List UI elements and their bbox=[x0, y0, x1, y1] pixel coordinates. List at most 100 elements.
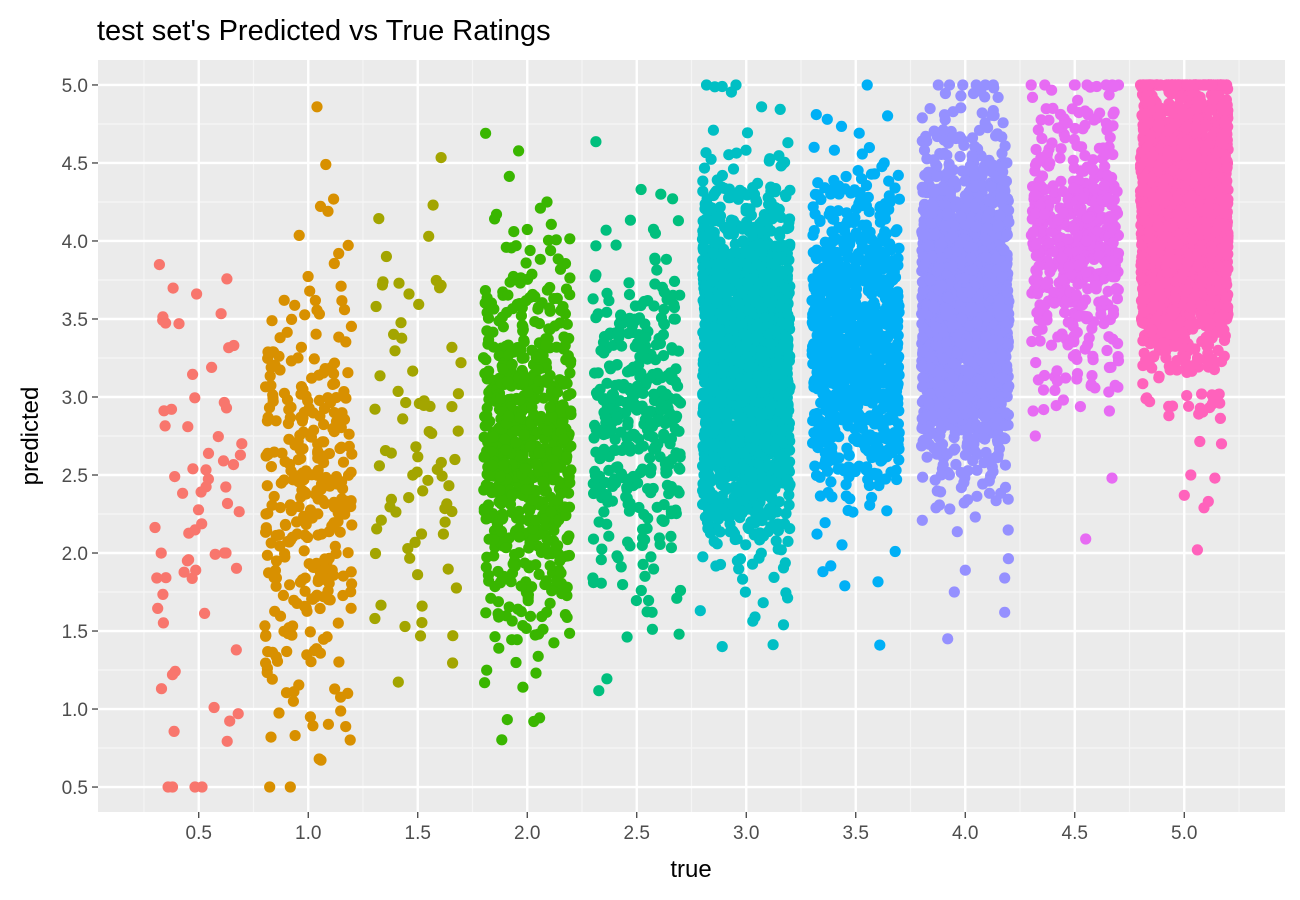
data-point bbox=[748, 188, 761, 200]
data-point bbox=[328, 193, 340, 205]
data-point bbox=[770, 325, 782, 337]
data-point bbox=[882, 261, 894, 273]
data-point bbox=[342, 239, 354, 251]
data-point bbox=[565, 440, 577, 452]
data-point bbox=[310, 328, 322, 340]
data-point bbox=[498, 570, 510, 583]
data-point bbox=[321, 631, 333, 643]
data-point bbox=[774, 241, 786, 253]
data-point bbox=[524, 440, 537, 452]
data-point bbox=[535, 410, 547, 423]
data-point bbox=[537, 623, 549, 635]
data-point bbox=[261, 549, 273, 561]
data-point bbox=[481, 325, 493, 337]
data-point bbox=[810, 297, 823, 309]
data-point bbox=[819, 309, 831, 321]
data-point bbox=[665, 505, 677, 517]
data-point bbox=[540, 339, 552, 351]
data-point bbox=[414, 630, 427, 642]
data-point bbox=[777, 436, 789, 448]
data-point bbox=[644, 467, 657, 479]
data-point bbox=[402, 543, 414, 555]
data-point bbox=[718, 243, 730, 255]
data-point bbox=[524, 610, 537, 622]
data-point bbox=[265, 537, 277, 549]
data-point bbox=[700, 79, 713, 91]
data-point bbox=[595, 345, 607, 357]
data-point bbox=[603, 295, 615, 307]
data-point bbox=[165, 403, 178, 415]
data-point bbox=[716, 367, 728, 379]
data-point bbox=[534, 253, 546, 265]
data-point bbox=[855, 347, 867, 359]
data-point bbox=[808, 141, 820, 153]
data-point bbox=[836, 463, 848, 475]
data-point bbox=[519, 557, 531, 569]
data-point bbox=[842, 420, 854, 432]
data-point bbox=[551, 341, 563, 353]
data-point bbox=[878, 317, 890, 329]
data-point bbox=[561, 451, 573, 463]
data-point bbox=[851, 324, 863, 336]
data-point bbox=[603, 530, 615, 542]
data-point bbox=[561, 532, 573, 544]
data-point bbox=[650, 339, 662, 351]
data-point bbox=[893, 443, 905, 455]
data-point bbox=[668, 275, 681, 287]
data-point bbox=[636, 344, 648, 356]
data-point bbox=[749, 611, 761, 623]
data-point bbox=[374, 370, 386, 382]
data-point bbox=[479, 677, 491, 689]
data-point bbox=[738, 447, 750, 459]
data-point bbox=[284, 579, 296, 591]
data-point bbox=[737, 328, 750, 340]
data-point bbox=[301, 649, 313, 661]
data-point bbox=[811, 383, 824, 395]
data-point bbox=[533, 568, 545, 581]
data-point bbox=[232, 708, 244, 720]
data-point bbox=[613, 379, 625, 391]
data-point bbox=[302, 270, 314, 283]
data-point bbox=[590, 136, 602, 148]
data-point bbox=[327, 378, 339, 390]
data-point bbox=[149, 521, 161, 534]
data-point bbox=[711, 262, 723, 274]
data-point bbox=[410, 441, 422, 453]
data-point bbox=[609, 433, 621, 446]
data-point bbox=[775, 301, 787, 313]
data-point bbox=[447, 630, 459, 642]
data-point bbox=[780, 587, 792, 599]
data-point bbox=[855, 234, 867, 246]
data-point bbox=[554, 402, 567, 415]
data-point bbox=[178, 566, 190, 578]
data-point bbox=[327, 423, 339, 435]
data-point bbox=[633, 359, 645, 371]
data-point bbox=[734, 411, 746, 423]
data-point bbox=[517, 321, 529, 333]
data-point bbox=[732, 423, 744, 435]
data-point bbox=[879, 209, 891, 221]
data-point bbox=[765, 521, 777, 533]
data-point bbox=[265, 731, 277, 743]
data-point bbox=[416, 600, 428, 612]
data-point bbox=[412, 569, 424, 581]
data-point bbox=[503, 349, 515, 361]
data-point bbox=[488, 534, 500, 546]
data-point bbox=[545, 245, 557, 257]
data-point bbox=[318, 591, 330, 603]
data-point bbox=[494, 470, 506, 483]
data-point bbox=[162, 781, 174, 793]
data-point bbox=[520, 295, 532, 307]
data-point bbox=[342, 469, 355, 481]
data-point bbox=[159, 420, 171, 432]
data-point bbox=[479, 285, 491, 297]
data-point bbox=[206, 361, 218, 373]
data-point bbox=[542, 548, 554, 560]
data-point bbox=[697, 240, 710, 253]
data-point bbox=[416, 617, 428, 629]
data-point bbox=[407, 365, 419, 377]
data-point bbox=[821, 113, 833, 125]
data-point bbox=[781, 223, 793, 235]
data-point bbox=[202, 447, 215, 459]
data-point bbox=[647, 431, 659, 443]
